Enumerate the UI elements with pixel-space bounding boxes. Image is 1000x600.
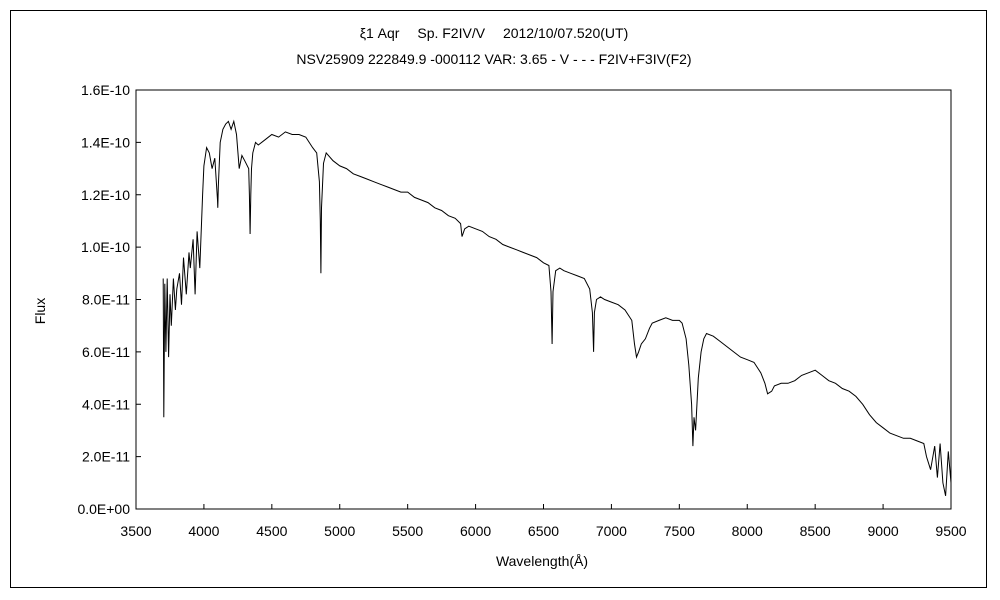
chart-frame: ξ1 Aqr Sp. F2IV/V 2012/10/07.520(UT) NSV… (10, 10, 987, 588)
x-tick-label: 6000 (460, 523, 491, 539)
y-tick-label: 8.0E-11 (82, 292, 130, 308)
x-tick-label: 8500 (800, 523, 831, 539)
x-tick-label: 6500 (528, 523, 559, 539)
y-axis: 0.0E+00 2.0E-11 4.0E-11 6.0E-11 8.0E-11 1.0E-… (77, 82, 141, 517)
x-tick-label: 7500 (664, 523, 695, 539)
x-tick-label: 9500 (935, 523, 966, 539)
y-tick-label: 6.0E-11 (82, 344, 130, 360)
chart-title: ξ1 Aqr Sp. F2IV/V 2012/10/07.520(UT) (360, 25, 629, 41)
y-axis-label: Flux (32, 298, 48, 324)
chart-subtitle: NSV25909 222849.9 -000112 VAR: 3.65 - V … (296, 51, 691, 67)
x-tick-label: 3500 (120, 523, 151, 539)
x-axis: 3500 4000 4500 5000 5500 6000 6500 7000 7500 8000… (120, 504, 967, 539)
y-tick-label: 2.0E-11 (82, 449, 130, 465)
plot-area (135, 89, 952, 510)
x-tick-label: 5500 (392, 523, 423, 539)
spectrum-chart: ξ1 Aqr Sp. F2IV/V 2012/10/07.520(UT) NSV… (32, 25, 967, 569)
y-tick-label: 1.6E-10 (81, 82, 130, 98)
y-tick-label: 1.2E-10 (81, 187, 130, 203)
y-tick-label: 1.4E-10 (81, 134, 130, 150)
y-tick-label: 0.0E+00 (77, 501, 130, 517)
x-tick-label: 9000 (868, 523, 899, 539)
y-tick-label: 4.0E-11 (82, 396, 130, 412)
x-tick-label: 4000 (188, 523, 219, 539)
x-axis-label: Wavelength(Å) (496, 553, 588, 569)
x-tick-label: 4500 (256, 523, 287, 539)
x-tick-label: 5000 (324, 523, 355, 539)
x-tick-label: 8000 (732, 523, 763, 539)
x-tick-label: 7000 (596, 523, 627, 539)
flux-spectrum-line (162, 119, 952, 497)
y-tick-label: 1.0E-10 (81, 239, 130, 255)
